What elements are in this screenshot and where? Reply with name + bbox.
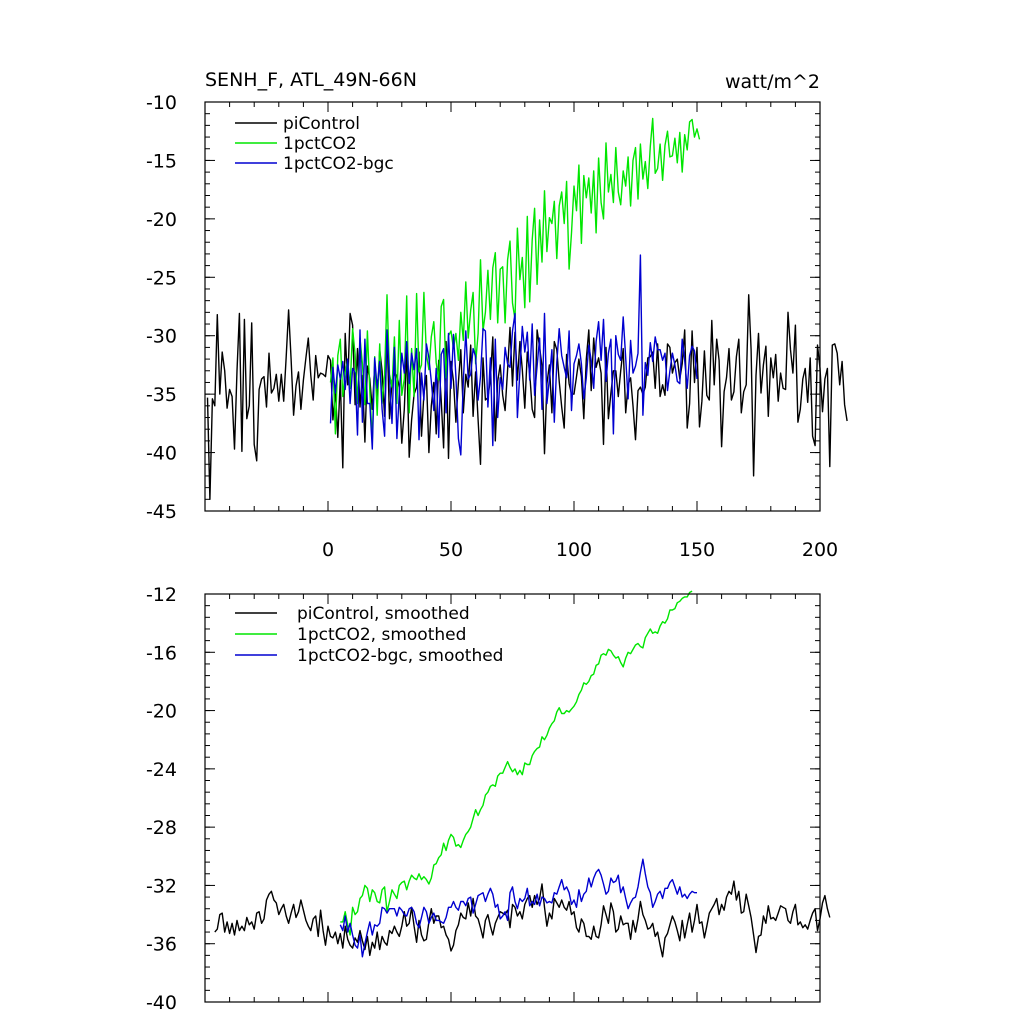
bottom-legend: piControl, smoothed 1pctCO2, smoothed 1p… [235,604,503,666]
legend-label-picontrol-smoothed: piControl, smoothed [297,604,470,624]
bottom-ytick-label: -28 [146,817,177,839]
bottom-ticks: -12 -16 -20 -24 -28 -32 -36 -40 [146,584,821,1014]
top-ytick-label: -10 [146,92,177,114]
top-legend: piControl 1pctCO2 1pctCO2-bgc [235,114,394,174]
top-ytick-label: -15 [146,150,177,172]
top-ticks: -10 -15 -20 -25 -30 -35 -40 -45 0 50 100 150 200 [146,92,838,561]
top-xtick-label: 200 [802,539,838,561]
top-ytick-label: -20 [146,209,177,231]
top-ytick-label: -30 [146,326,177,348]
top-xtick-label: 150 [679,539,715,561]
top-series-line-picontrol [206,294,848,500]
legend-label-1pctco2-smoothed: 1pctCO2, smoothed [297,625,466,645]
top-series-lines [206,117,848,500]
top-xtick-label: 0 [322,539,334,561]
top-ytick-label: -40 [146,443,177,465]
top-series-line-1pctco2-bgc [329,254,698,456]
units-label: watt/m^2 [725,71,820,93]
bottom-series-lines [214,590,831,958]
legend-label-1pctco2-bgc-smoothed: 1pctCO2-bgc, smoothed [297,646,503,666]
top-plot-frame [204,101,821,512]
chart-title: SENH_F, ATL_49N-66N [205,69,417,91]
bottom-ytick-label: -36 [146,934,177,956]
bottom-ytick-label: -40 [146,992,177,1014]
top-ytick-label: -25 [146,267,177,289]
bottom-series-line-picontrol [214,880,831,958]
bottom-series-line-1pctco2 [340,590,693,936]
top-xtick-label: 100 [556,539,592,561]
bottom-ytick-label: -12 [146,584,177,606]
bottom-ytick-label: -32 [146,875,177,897]
bottom-ytick-label: -20 [146,701,177,723]
bottom-plot-frame [204,593,821,1003]
legend-label-1pctco2-bgc: 1pctCO2-bgc [283,154,394,174]
bottom-ytick-label: -16 [146,642,177,664]
top-xtick-label: 50 [439,539,463,561]
bottom-ytick-label: -24 [146,759,177,781]
top-ytick-label: -35 [146,384,177,406]
top-ytick-label: -45 [146,501,177,523]
top-panel: -10 -15 -20 -25 -30 -35 -40 -45 0 50 100 150 200 piC… [146,92,848,561]
legend-label-1pctco2: 1pctCO2 [283,134,357,154]
bottom-series-line-1pctco2-bgc [339,858,697,958]
bottom-panel: -12 -16 -20 -24 -28 -32 -36 -40 piControl, smoo… [146,584,831,1014]
legend-label-picontrol: piControl [283,114,360,134]
